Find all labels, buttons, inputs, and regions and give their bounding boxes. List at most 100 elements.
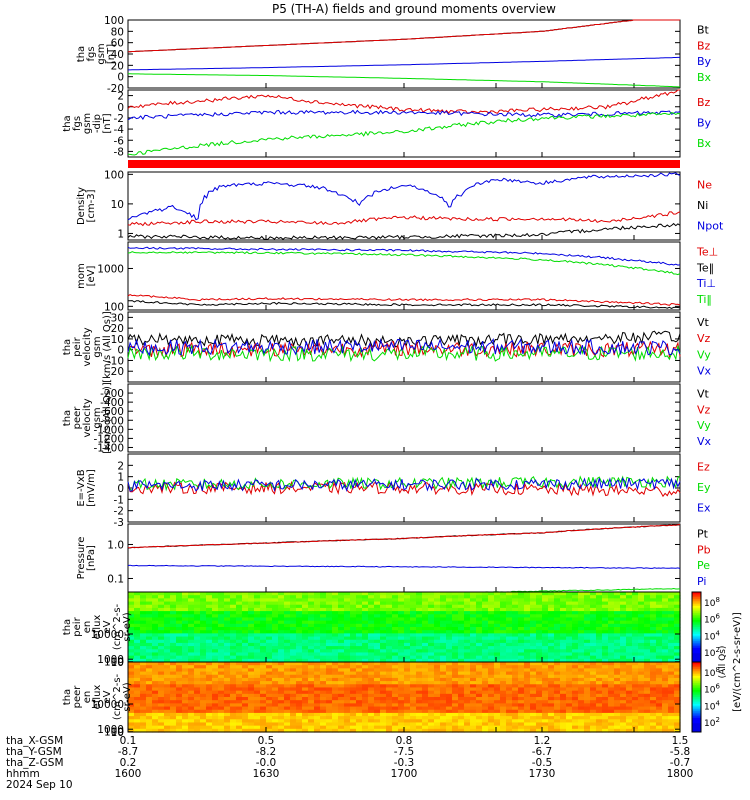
spectrogram-cell [296,646,303,650]
spectrogram-cell [596,712,603,717]
spectrogram-cell [368,633,375,638]
spectrogram-cell [218,681,225,685]
spectrogram-cell [572,684,579,689]
spectrogram-cell [254,668,261,673]
spectrogram-cell [296,716,303,720]
spectrogram-cell [464,614,471,619]
spectrogram-cell [404,687,411,692]
spectrogram-cell [206,712,213,717]
spectrogram-cell [650,633,657,638]
spectrogram-cell [194,681,201,685]
y-tick-label: 100 [104,657,124,669]
spectrogram-cell [452,639,459,644]
spectrogram-cell [404,636,411,641]
legend-Bx: Bx [697,137,712,150]
peer_velocity-frame [127,383,681,453]
spectrogram-cell [578,712,585,717]
spectrogram-cell [254,700,261,704]
spectrogram-cell [212,639,219,644]
y-tick-label: 10 [111,727,124,739]
spectrogram-cell [482,681,489,685]
spectrogram-cell [368,614,375,619]
spectrogram-cell [128,684,135,689]
spectrogram-cell [470,601,477,606]
spectrogram-cell [542,633,549,638]
spectrogram-cell [422,601,429,606]
spectrogram-cell [662,716,669,720]
spectrogram-cell [500,681,507,685]
spectrogram-cell [272,617,279,622]
spectrogram-cell [452,687,459,692]
spectrogram-cell [356,614,363,619]
spectrogram-cell [464,665,471,669]
spectrogram-cell [380,617,387,622]
spectrogram-cell [662,604,669,609]
spectrogram-cell [542,690,549,695]
spectrogram-cell [212,697,219,701]
spectrogram-cell [578,636,585,641]
spectrogram-cell [332,728,339,733]
spectrogram-cell [530,604,537,609]
y-axis-label: tha [62,339,73,355]
spectrogram-cell [212,700,219,704]
spectrogram-cell [302,642,309,647]
spectrogram-cell [590,687,597,692]
spectrogram-cell [326,630,333,634]
spectrogram-cell [464,674,471,679]
spectrogram-cell [374,725,381,730]
spectrogram-cell [488,592,495,596]
spectrogram-cell [134,709,141,714]
spectrogram-cell [488,697,495,701]
spectrogram-cell [656,719,663,724]
spectrogram-cell [248,633,255,638]
spectrogram-cell [320,674,327,679]
spectrogram-cell [386,607,393,612]
spectrogram-cell [164,639,171,644]
spectrogram-cell [488,722,495,727]
spectrogram-cell [674,674,681,679]
spectrogram-cell [602,642,609,647]
spectrogram-cell [344,725,351,730]
spectrogram-cell [494,693,501,698]
spectrogram-cell [410,649,417,654]
spectrogram-cell [476,620,483,625]
spectrogram-cell [308,665,315,669]
spectrogram-cell [164,697,171,701]
y-tick-label: -1000 [93,424,124,436]
spectrogram-cell [146,655,153,660]
spectrogram-cell [446,693,453,698]
spectrogram-cell [302,592,309,596]
spectrogram-cell [320,636,327,641]
spectrogram-cell [626,725,633,730]
colorbar-cell [692,613,701,616]
spectrogram-cell [464,623,471,628]
spectrogram-cell [458,712,465,717]
spectrogram-cell [242,697,249,701]
spectrogram-cell [488,639,495,644]
spectrogram-cell [614,649,621,654]
spectrogram-cell [236,703,243,708]
spectrogram-cell [590,595,597,599]
spectrogram-cell [158,633,165,638]
spectrogram-cell [386,703,393,708]
spectrogram-cell [656,601,663,606]
spectrogram-cell [290,646,297,650]
spectrogram-cell [308,706,315,711]
spectrogram-cell [506,690,513,695]
spectrogram-cell [278,674,285,679]
spectrogram-cell [560,601,567,606]
spectrogram-cell [380,633,387,638]
spectrogram-cell [632,614,639,619]
spectrogram-cell [248,690,255,695]
spectrogram-cell [596,690,603,695]
spectrogram-cell [416,595,423,599]
spectrogram-cell [164,623,171,628]
spectrogram-cell [656,646,663,650]
spectrogram-cell [236,595,243,599]
spectrogram-cell [542,668,549,673]
spectrogram-cell [374,658,381,663]
spectrogram-cell [602,728,609,733]
spectrogram-cell [482,719,489,724]
spectrogram-cell [608,604,615,609]
